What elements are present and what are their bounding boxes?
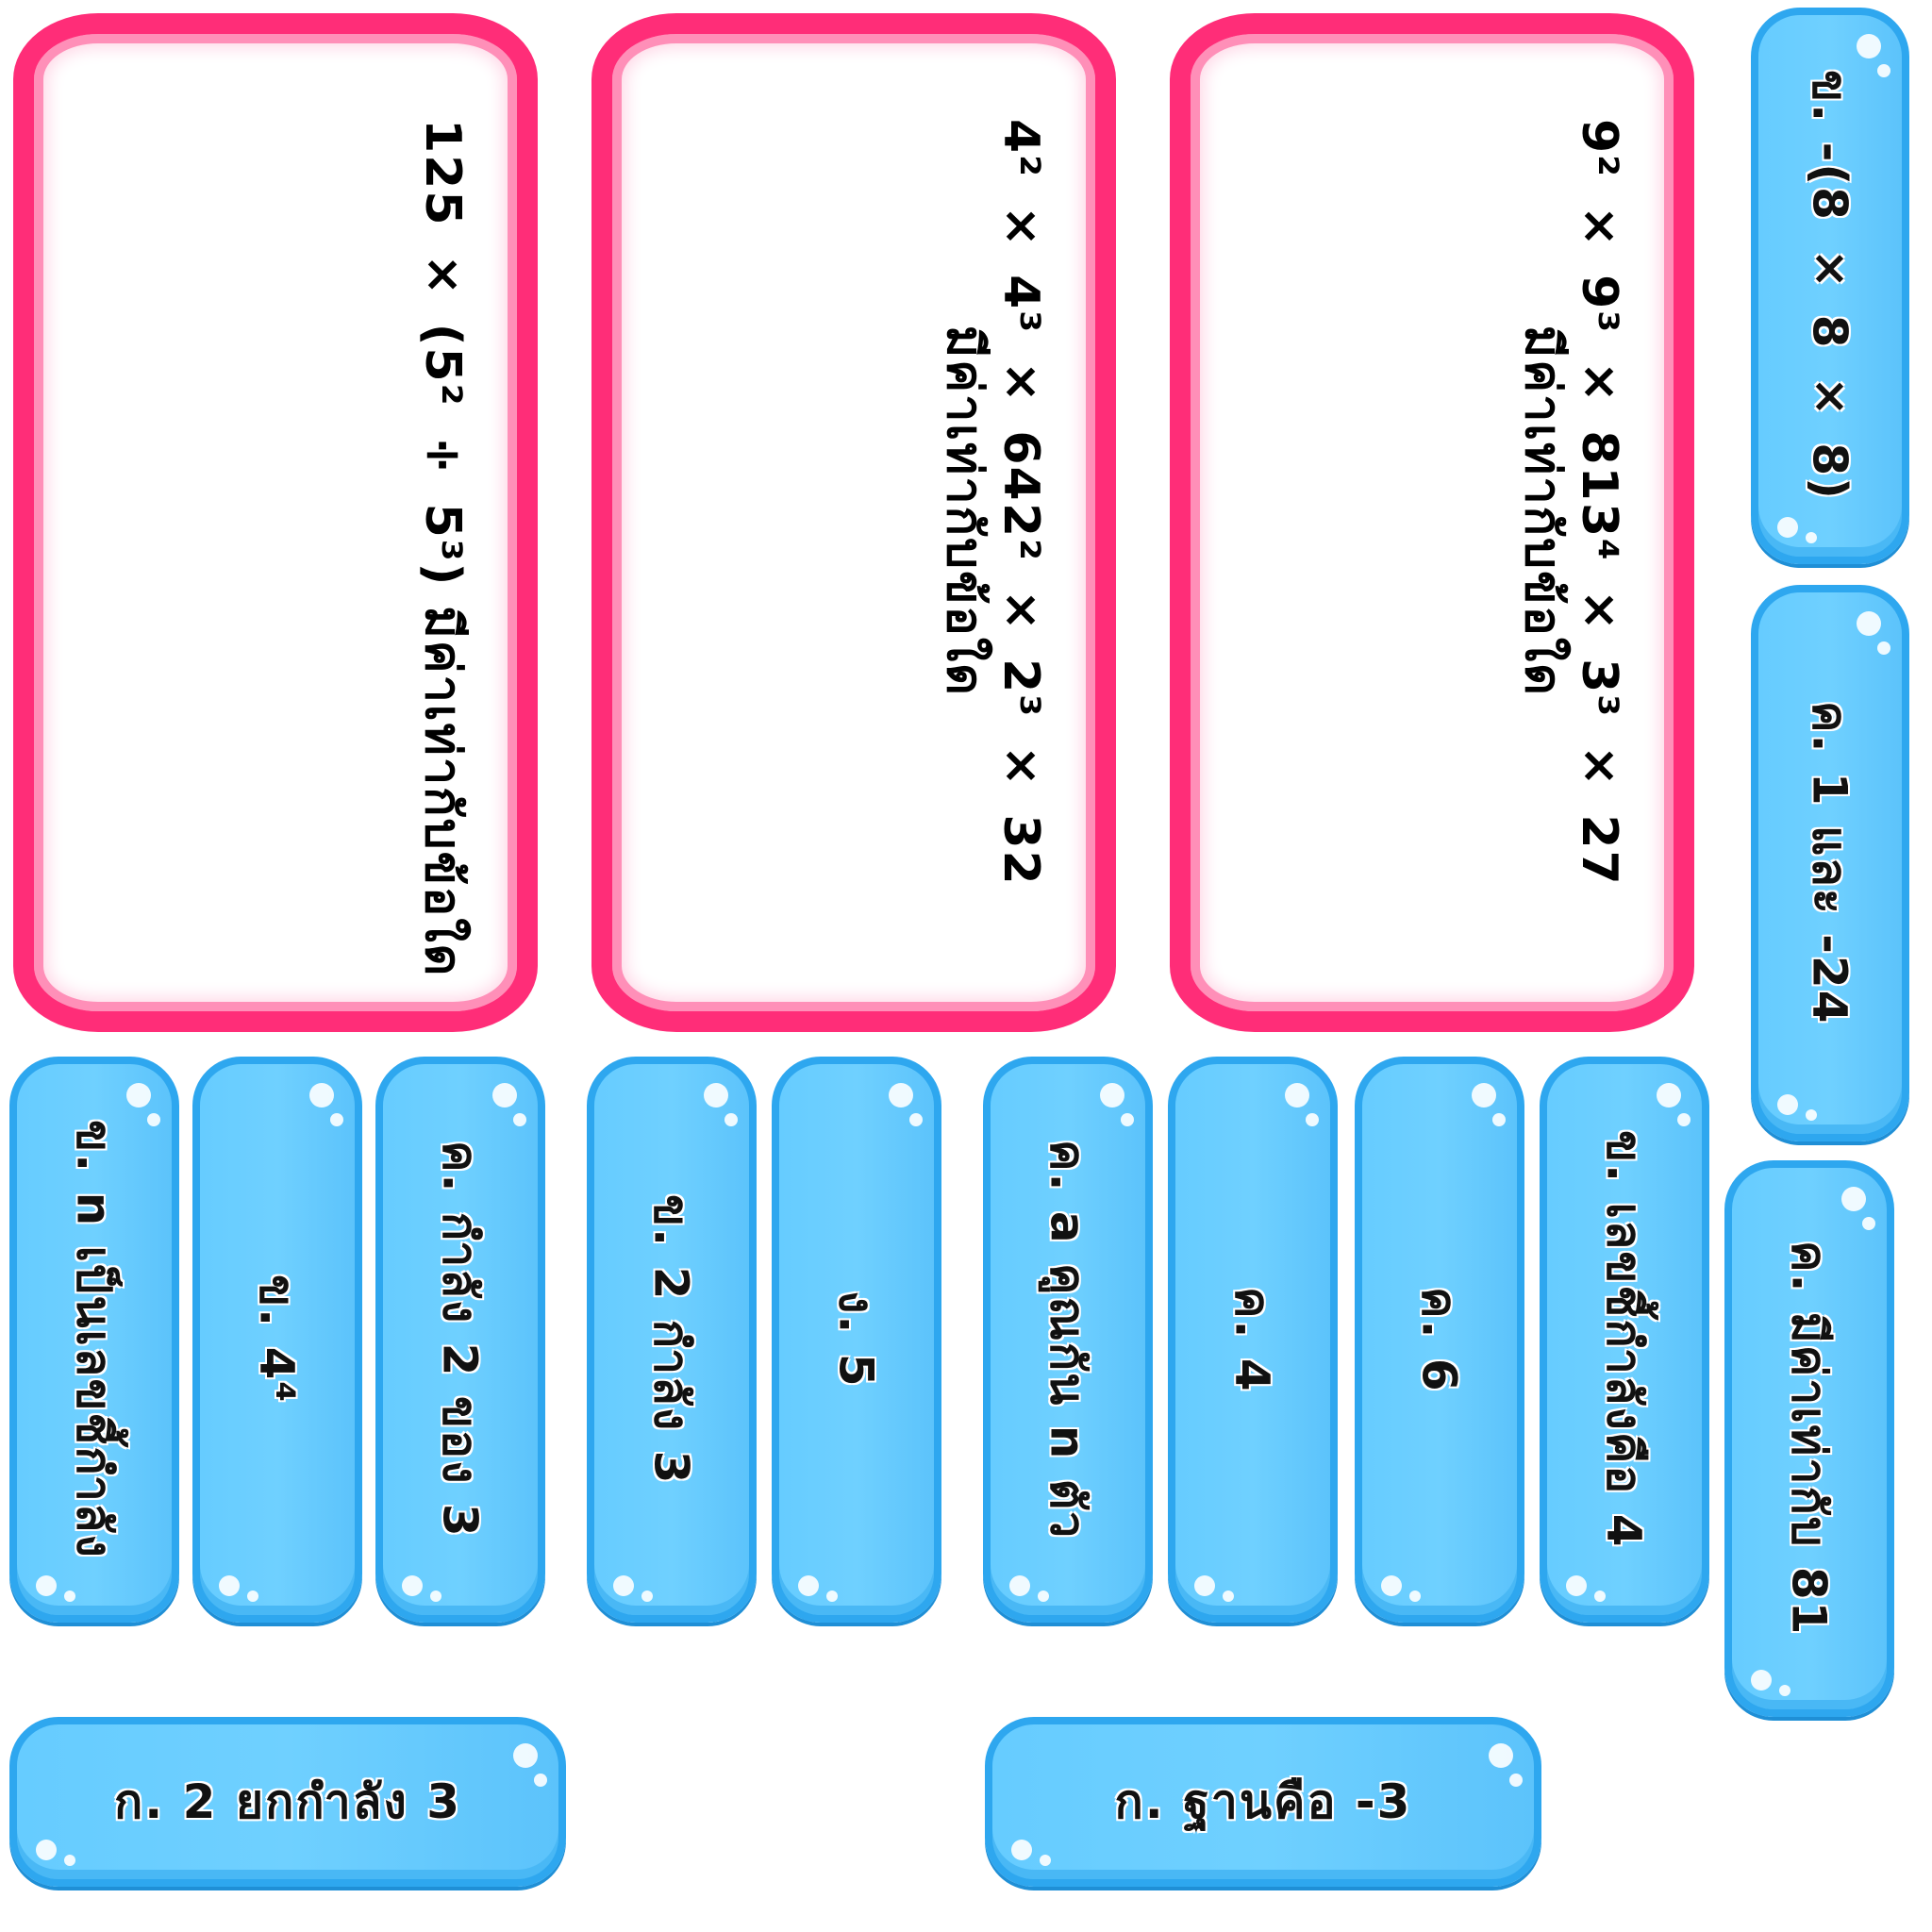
question-tail-2: มีค่าเท่ากับข้อใด	[936, 325, 993, 697]
answer-pill-3[interactable]: ค. มีค่าเท่ากับ 81	[1724, 1160, 1894, 1717]
shine-icon	[1194, 1575, 1215, 1596]
answer-pill-1[interactable]: ข. -(8 × 8 × 8)	[1751, 8, 1909, 564]
answer-label: ค. a คูณกัน n ตัว	[1040, 1139, 1095, 1541]
shine-icon	[36, 1575, 57, 1596]
shine-icon	[64, 1591, 75, 1602]
shine-icon	[492, 1083, 517, 1108]
shine-icon	[826, 1591, 838, 1602]
answer-label: ข. n เป็นเลขชี้กำลัง	[66, 1120, 122, 1559]
shine-icon	[1285, 1083, 1309, 1108]
shine-icon	[1751, 1670, 1772, 1690]
answer-pill-2[interactable]: ค. 1 และ -24	[1751, 585, 1909, 1141]
shine-icon	[1877, 64, 1890, 77]
answer-label: ค. กำลัง 2 ของ 3	[432, 1141, 488, 1539]
answer-label: ง. 5	[828, 1291, 884, 1389]
shine-icon	[1038, 1591, 1049, 1602]
answer-pill-11[interactable]: ค. 6	[1355, 1057, 1524, 1623]
answer-pill-9[interactable]: ค. a คูณกัน n ตัว	[983, 1057, 1153, 1623]
shine-icon	[1857, 611, 1881, 636]
fraction-denominator-2: 2² × 2³ × 32	[992, 502, 1049, 887]
shine-icon	[513, 1113, 526, 1126]
answer-label: ก. ฐานคือ -3	[1114, 1774, 1412, 1829]
shine-icon	[534, 1774, 547, 1787]
shine-icon	[1040, 1855, 1051, 1866]
answer-label: ค. มีค่าเท่ากับ 81	[1781, 1241, 1837, 1637]
shine-icon	[613, 1575, 634, 1596]
shine-icon	[1594, 1591, 1606, 1602]
fraction-numerator-2: 4² × 4³ × 64	[992, 119, 1049, 503]
shine-icon	[889, 1083, 913, 1108]
question-tail-3: มีค่าเท่ากับข้อใด	[1514, 325, 1572, 697]
shine-icon	[1409, 1591, 1421, 1602]
question-text-1: 125 × (5² ÷ 5³) มีค่าเท่ากับข้อใด	[413, 119, 471, 978]
shine-icon	[513, 1743, 538, 1768]
shine-icon	[219, 1575, 240, 1596]
answer-pill-14[interactable]: ก. ฐานคือ -3	[985, 1717, 1541, 1887]
shine-icon	[147, 1113, 160, 1126]
answer-pill-4[interactable]: ข. n เป็นเลขชี้กำลัง	[9, 1057, 179, 1623]
question-card-1: 125 × (5² ÷ 5³) มีค่าเท่ากับข้อใด	[13, 13, 538, 1032]
shine-icon	[1100, 1083, 1124, 1108]
shine-icon	[402, 1575, 423, 1596]
shine-icon	[247, 1591, 258, 1602]
fraction-denominator-3: 3⁴ × 3³ × 27	[1571, 502, 1627, 887]
shine-icon	[309, 1083, 334, 1108]
shine-icon	[1857, 34, 1881, 58]
fraction-numerator-3: 9² × 9³ × 81	[1571, 119, 1627, 503]
fraction-2: 4² × 4³ × 64 2² × 2³ × 32	[991, 119, 1049, 887]
answer-pill-10[interactable]: ค. 4	[1168, 1057, 1338, 1623]
shine-icon	[704, 1083, 728, 1108]
fraction-3: 9² × 9³ × 81 3⁴ × 3³ × 27	[1570, 119, 1627, 887]
question-card-2: 4² × 4³ × 64 2² × 2³ × 32 มีค่าเท่ากับข้…	[591, 13, 1116, 1032]
answer-label: ค. 1 และ -24	[1802, 701, 1857, 1025]
answer-label: ค. 4	[1224, 1286, 1280, 1393]
shine-icon	[1381, 1575, 1402, 1596]
answer-pill-12[interactable]: ข. เลขชี้กำลังคือ 4	[1540, 1057, 1709, 1623]
shine-icon	[1489, 1743, 1513, 1768]
shine-icon	[1657, 1083, 1681, 1108]
shine-icon	[1862, 1217, 1875, 1230]
shine-icon	[909, 1113, 923, 1126]
answer-pill-8[interactable]: ง. 5	[772, 1057, 941, 1623]
shine-icon	[1779, 1685, 1790, 1696]
shine-icon	[430, 1591, 441, 1602]
shine-icon	[36, 1840, 57, 1860]
shine-icon	[1777, 1094, 1798, 1115]
answer-pill-5[interactable]: ข. 4⁴	[192, 1057, 362, 1623]
shine-icon	[724, 1113, 738, 1126]
answer-label: ข. เลขชี้กำลังคือ 4	[1596, 1130, 1652, 1549]
answer-pill-6[interactable]: ค. กำลัง 2 ของ 3	[375, 1057, 545, 1623]
answer-pill-13[interactable]: ก. 2 ยกกำลัง 3	[9, 1717, 566, 1887]
answer-label: ก. 2 ยกกำลัง 3	[113, 1774, 462, 1829]
shine-icon	[1223, 1591, 1234, 1602]
shine-icon	[1509, 1774, 1523, 1787]
shine-icon	[641, 1591, 653, 1602]
shine-icon	[330, 1113, 343, 1126]
answer-label: ข. 4⁴	[249, 1274, 305, 1405]
answer-pill-7[interactable]: ข. 2 กำลัง 3	[587, 1057, 757, 1623]
shine-icon	[1306, 1113, 1319, 1126]
shine-icon	[1677, 1113, 1690, 1126]
question-card-3: 9² × 9³ × 81 3⁴ × 3³ × 27 มีค่าเท่ากับข้…	[1170, 13, 1694, 1032]
shine-icon	[1472, 1083, 1496, 1108]
shine-icon	[1806, 532, 1817, 543]
shine-icon	[1877, 641, 1890, 655]
shine-icon	[1011, 1840, 1032, 1860]
shine-icon	[1806, 1109, 1817, 1121]
shine-icon	[1009, 1575, 1030, 1596]
question-text-2: 4² × 4³ × 64 2² × 2³ × 32 มีค่าเท่ากับข้…	[935, 119, 1049, 903]
shine-icon	[1841, 1187, 1866, 1211]
shine-icon	[126, 1083, 151, 1108]
answer-label: ค. 6	[1411, 1286, 1467, 1393]
question-expression-1: 125 × (5² ÷ 5³) มีค่าเท่ากับข้อใด	[414, 119, 471, 978]
answer-label: ข. 2 กำลัง 3	[643, 1193, 699, 1486]
shine-icon	[798, 1575, 819, 1596]
shine-icon	[1777, 517, 1798, 538]
shine-icon	[1121, 1113, 1134, 1126]
answer-label: ข. -(8 × 8 × 8)	[1802, 70, 1857, 502]
shine-icon	[1492, 1113, 1506, 1126]
question-text-3: 9² × 9³ × 81 3⁴ × 3³ × 27 มีค่าเท่ากับข้…	[1513, 119, 1627, 903]
shine-icon	[64, 1855, 75, 1866]
shine-icon	[1566, 1575, 1587, 1596]
